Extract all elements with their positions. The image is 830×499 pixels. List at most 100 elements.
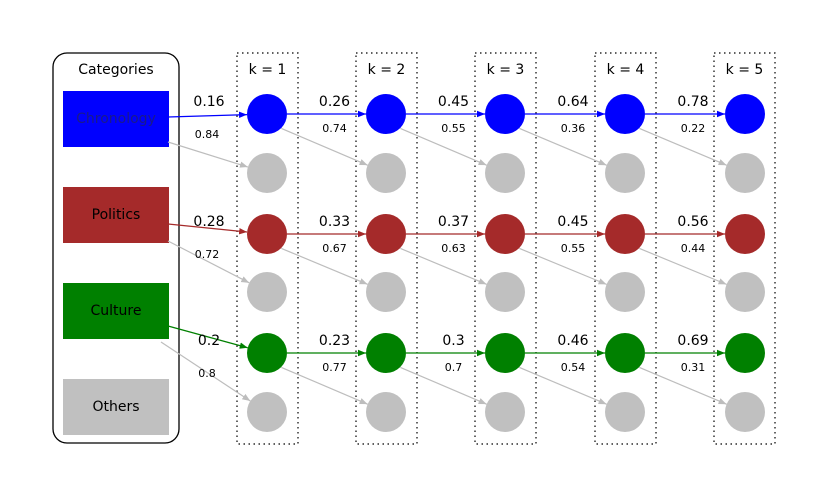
- column-k5: k = 5: [713, 52, 776, 445]
- edge-other: [281, 127, 368, 166]
- legend-item-others: Others: [63, 379, 169, 435]
- column-k1: k = 1: [236, 52, 299, 445]
- node-other: [485, 153, 525, 193]
- prob-label-other: 0.55: [561, 242, 586, 255]
- node-other: [605, 153, 645, 193]
- nodes-layer: [247, 94, 765, 432]
- column-label: k = 1: [249, 62, 287, 78]
- column-label: k = 5: [726, 62, 764, 78]
- prob-label-other: 0.63: [441, 242, 466, 255]
- legend-swatch-others: [63, 379, 169, 435]
- node-culture: [247, 333, 287, 373]
- prob-label-main: 0.45: [557, 214, 588, 230]
- node-other: [247, 153, 287, 193]
- edge-main: [167, 111, 248, 119]
- column-frame: [594, 52, 657, 445]
- edge-other: [639, 366, 727, 405]
- column-frame: [355, 52, 418, 445]
- prob-label-main: 0.78: [677, 94, 708, 110]
- node-other: [366, 392, 406, 432]
- column-frame: [713, 52, 776, 445]
- prob-label-other: 0.54: [561, 361, 586, 374]
- prob-label-other: 0.8: [198, 367, 216, 380]
- column-frame: [236, 52, 299, 445]
- node-chronology: [485, 94, 525, 134]
- prob-label-main: 0.33: [319, 214, 350, 230]
- prob-label-main: 0.3: [442, 333, 464, 349]
- prob-label-other: 0.55: [441, 122, 466, 135]
- node-chronology: [366, 94, 406, 134]
- legend-title: Categories: [78, 62, 153, 78]
- prob-label-other: 0.67: [322, 242, 347, 255]
- edge-other: [281, 366, 368, 405]
- edge-other: [639, 247, 727, 285]
- column-label: k = 3: [487, 62, 525, 78]
- edge-other: [519, 247, 607, 285]
- edge-other: [160, 341, 251, 402]
- node-chronology: [725, 94, 765, 134]
- node-culture: [725, 333, 765, 373]
- prob-label-other: 0.7: [445, 361, 463, 374]
- node-other: [725, 392, 765, 432]
- node-culture: [605, 333, 645, 373]
- legend-item-politics: Politics: [63, 187, 169, 243]
- column-label: k = 4: [607, 62, 645, 78]
- prob-label-other: 0.44: [681, 242, 706, 255]
- node-other: [725, 153, 765, 193]
- legend-swatch-politics: [63, 187, 169, 243]
- legend-label-chronology: Chronology: [76, 111, 156, 127]
- node-chronology: [247, 94, 287, 134]
- prob-label-other: 0.36: [561, 122, 586, 135]
- legend-item-chronology: Chronology: [63, 91, 169, 147]
- legend-swatch-culture: [63, 283, 169, 339]
- legend-label-politics: Politics: [92, 207, 141, 223]
- edge-other: [519, 366, 607, 405]
- legend-frame: [52, 52, 180, 444]
- column-k2: k = 2: [355, 52, 418, 445]
- prob-label-other: 0.22: [681, 122, 706, 135]
- prob-label-main: 0.56: [677, 214, 708, 230]
- node-culture: [366, 333, 406, 373]
- prob-label-main: 0.46: [557, 333, 588, 349]
- prob-label-main: 0.26: [319, 94, 350, 110]
- edge-other: [639, 127, 727, 166]
- prob-label-other: 0.31: [681, 361, 706, 374]
- prob-label-other: 0.77: [322, 361, 347, 374]
- column-k3: k = 3: [474, 52, 537, 445]
- node-other: [485, 272, 525, 312]
- edges-layer: [160, 110, 727, 405]
- prob-label-other: 0.84: [195, 128, 220, 141]
- node-other: [247, 392, 287, 432]
- edge-other: [400, 127, 487, 166]
- node-culture: [485, 333, 525, 373]
- node-politics: [366, 214, 406, 254]
- prob-label-other: 0.74: [322, 122, 347, 135]
- node-politics: [247, 214, 287, 254]
- node-other: [725, 272, 765, 312]
- legend-item-culture: Culture: [63, 283, 169, 339]
- edge-other: [167, 141, 249, 168]
- node-chronology: [605, 94, 645, 134]
- prob-label-main: 0.69: [677, 333, 708, 349]
- column-frame: [474, 52, 537, 445]
- edge-other: [519, 127, 607, 166]
- edge-main: [167, 325, 248, 349]
- prob-label-main: 0.37: [438, 214, 469, 230]
- edge-other: [400, 247, 487, 285]
- node-other: [485, 392, 525, 432]
- edge-other: [400, 366, 487, 405]
- node-other: [605, 392, 645, 432]
- legend-panel: Categories Chronology Politics Culture O…: [52, 52, 180, 444]
- edge-main: [167, 223, 248, 235]
- prob-label-main: 0.28: [193, 214, 224, 230]
- node-politics: [725, 214, 765, 254]
- edge-other: [281, 247, 368, 285]
- prob-label-main: 0.23: [319, 333, 350, 349]
- prob-label-main: 0.16: [193, 94, 224, 110]
- node-politics: [485, 214, 525, 254]
- node-politics: [605, 214, 645, 254]
- legend-label-others: Others: [92, 399, 139, 415]
- node-other: [247, 272, 287, 312]
- prob-label-main: 0.64: [557, 94, 588, 110]
